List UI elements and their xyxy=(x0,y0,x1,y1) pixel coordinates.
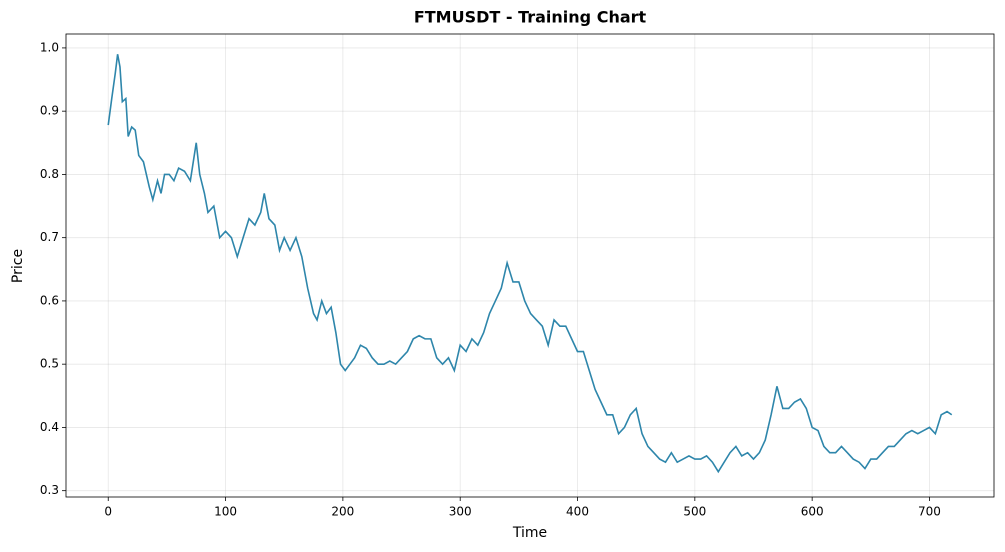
x-tick-label: 0 xyxy=(104,505,112,519)
x-tick-label: 200 xyxy=(331,505,354,519)
x-tick-label: 600 xyxy=(801,505,824,519)
x-tick-label: 300 xyxy=(449,505,472,519)
x-axis-label: Time xyxy=(512,525,547,541)
x-tick-label: 400 xyxy=(566,505,589,519)
chart-title: FTMUSDT - Training Chart xyxy=(414,8,647,27)
y-tick-label: 1.0 xyxy=(40,40,59,54)
y-tick-label: 0.3 xyxy=(40,483,59,497)
y-tick-label: 0.7 xyxy=(40,230,59,244)
y-tick-label: 0.5 xyxy=(40,357,59,371)
x-tick-label: 700 xyxy=(918,505,941,519)
y-tick-label: 0.4 xyxy=(40,420,59,434)
price-line xyxy=(107,54,953,474)
x-tick-label: 500 xyxy=(683,505,706,519)
plot-frame xyxy=(65,33,995,498)
y-tick-label: 0.6 xyxy=(40,293,59,307)
y-tick-label: 0.8 xyxy=(40,167,59,181)
y-tick-label: 0.9 xyxy=(40,104,59,118)
y-axis-label: Price xyxy=(10,249,26,283)
x-tick-label: 100 xyxy=(214,505,237,519)
